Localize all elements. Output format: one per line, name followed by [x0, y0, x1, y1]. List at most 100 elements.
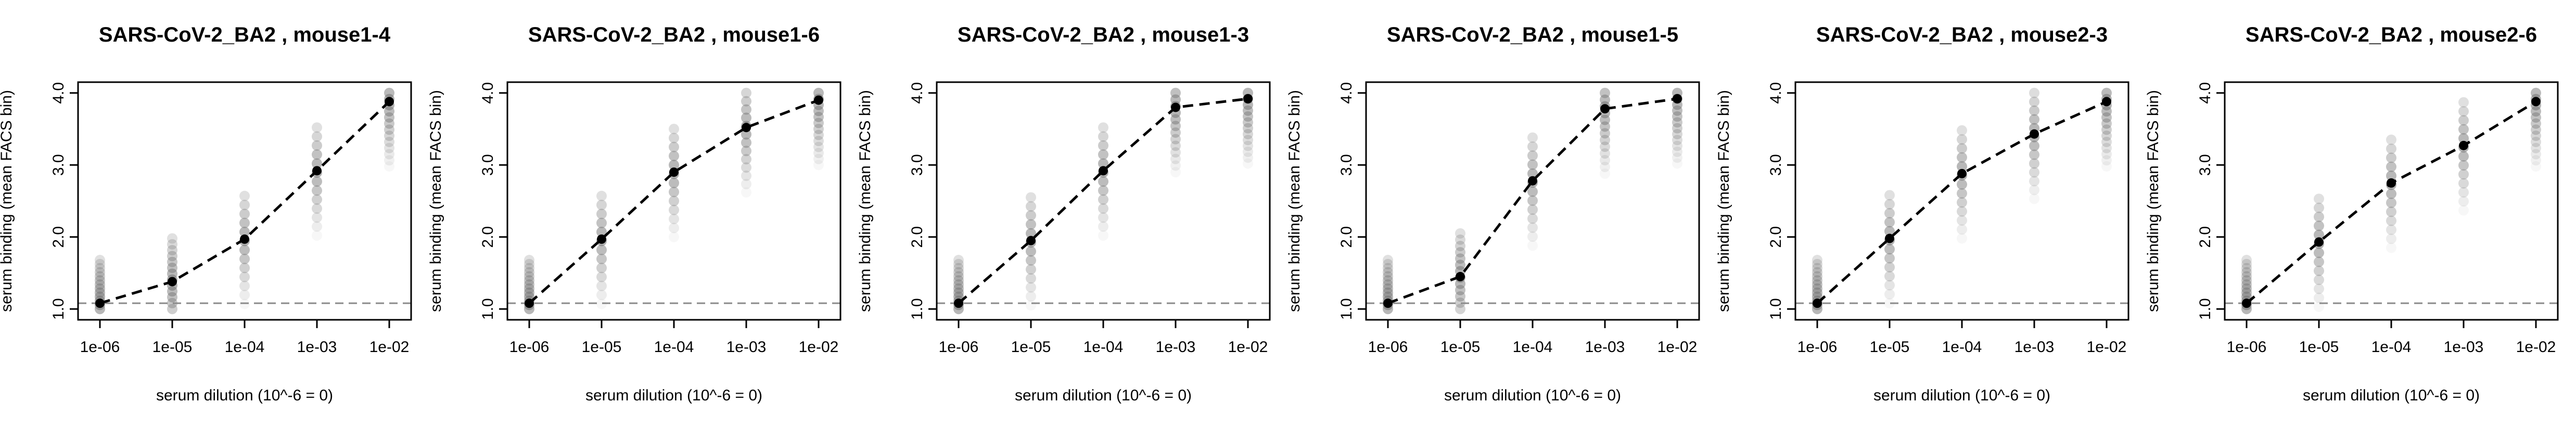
- observation-point: [596, 263, 607, 274]
- observation-point: [2241, 279, 2252, 290]
- observation-point: [2531, 87, 2541, 98]
- observation-point: [596, 190, 607, 201]
- observation-point: [1098, 149, 1108, 160]
- x-axis-label: serum dilution (10^-6 = 0): [156, 387, 333, 404]
- x-tick-label: 1e-02: [369, 339, 410, 356]
- observation-point: [1098, 212, 1108, 223]
- observation-point: [1600, 141, 1610, 152]
- observation-point: [524, 279, 534, 290]
- observation-point: [1383, 263, 1393, 274]
- observation-point: [312, 149, 322, 160]
- y-axis-label: serum binding (mean FACS bin): [2145, 90, 2162, 312]
- observation-point: [1170, 121, 1181, 132]
- observation-point: [1527, 132, 1538, 143]
- observation-point: [524, 263, 534, 274]
- observation-point: [1455, 241, 1465, 252]
- observation-point: [95, 255, 105, 266]
- observation-point: [1957, 161, 1967, 172]
- observation-point: [1098, 131, 1108, 142]
- mean-point: [2459, 140, 2468, 150]
- observation-point: [312, 185, 322, 196]
- observation-point: [2531, 118, 2541, 129]
- observation-point: [2029, 149, 2039, 160]
- observation-point: [1957, 224, 1967, 235]
- mean-point: [525, 298, 534, 308]
- observation-point: [1884, 298, 1895, 309]
- series-line: [958, 97, 1248, 304]
- observation-point: [239, 209, 250, 219]
- mean-point: [168, 277, 177, 287]
- observation-point: [239, 244, 250, 255]
- observation-point: [1884, 217, 1895, 228]
- chart-title: SARS-CoV-2_BA2 , mouse1-5: [1387, 23, 1678, 46]
- observation-point: [2029, 158, 2039, 169]
- x-tick-label: 1e-04: [1942, 339, 1982, 356]
- chart-title: SARS-CoV-2_BA2 , mouse1-4: [99, 23, 391, 46]
- observation-point: [1026, 291, 1036, 302]
- observation-point: [596, 227, 607, 238]
- observation-point: [1098, 203, 1108, 214]
- observation-point: [1098, 221, 1108, 232]
- observation-point: [2101, 124, 2112, 135]
- observation-point: [95, 267, 105, 278]
- observation-point: [167, 297, 177, 308]
- observation-point: [953, 275, 964, 286]
- observation-point: [239, 227, 250, 238]
- observation-point: [1600, 161, 1610, 172]
- observation-point: [1957, 215, 1967, 226]
- observation-point: [1383, 283, 1393, 294]
- observation-point: [953, 271, 964, 282]
- chart-panel: SARS-CoV-2_BA2 , mouse2-6 1e-06 1e-05 1e-04…: [2145, 23, 2559, 404]
- observation-point: [524, 271, 534, 282]
- observation-point: [2101, 131, 2112, 141]
- observation-point: [1672, 135, 1682, 146]
- observation-point: [1455, 259, 1465, 270]
- observation-point: [2531, 131, 2541, 141]
- observation-point: [2386, 144, 2396, 154]
- observation-point: [2314, 211, 2324, 222]
- observation-point: [167, 245, 177, 256]
- observation-point: [669, 214, 679, 225]
- observation-point: [2531, 112, 2541, 123]
- observation-point: [2241, 263, 2252, 274]
- y-tick-label: 4.0: [1338, 82, 1355, 104]
- observation-point: [1170, 94, 1181, 105]
- x-tick-label: 1e-05: [1440, 339, 1481, 356]
- observation-point: [1884, 190, 1895, 201]
- chart-title: SARS-CoV-2_BA2 , mouse1-6: [528, 23, 820, 46]
- series-line: [1387, 97, 1678, 305]
- observation-point: [239, 190, 250, 201]
- observation-point: [669, 223, 679, 233]
- observation-point: [2386, 188, 2396, 199]
- observation-point: [2531, 124, 2541, 135]
- mean-point: [1813, 298, 1822, 308]
- observation-point: [953, 263, 964, 274]
- observation-point: [1383, 255, 1393, 266]
- observation-point: [2314, 265, 2324, 276]
- mean-point: [240, 234, 249, 244]
- observation-point: [669, 124, 679, 135]
- observation-point: [813, 160, 824, 171]
- observation-point: [1957, 206, 1967, 217]
- observation-point: [1672, 117, 1682, 128]
- observation-point: [524, 287, 534, 298]
- observation-point: [1243, 123, 1253, 134]
- observation-point: [1170, 127, 1181, 138]
- x-tick-label: 1e-03: [1156, 339, 1196, 356]
- observation-point: [1026, 219, 1036, 230]
- observation-point: [1884, 262, 1895, 272]
- observation-point: [2241, 258, 2252, 269]
- observation-point: [741, 137, 751, 148]
- observation-point: [2458, 187, 2469, 198]
- observation-point: [1812, 267, 1822, 278]
- observation-point: [2458, 178, 2469, 189]
- observation-point: [1884, 244, 1895, 255]
- observation-point: [2101, 142, 2112, 153]
- observation-point: [2531, 155, 2541, 166]
- observation-point: [1527, 168, 1538, 179]
- mean-point: [385, 97, 394, 107]
- observation-point: [1812, 275, 1822, 286]
- mean-point: [1026, 236, 1036, 245]
- observation-point: [2101, 112, 2112, 123]
- observation-point: [1383, 267, 1393, 278]
